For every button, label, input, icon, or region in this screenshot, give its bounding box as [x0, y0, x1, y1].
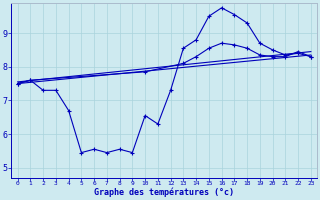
- X-axis label: Graphe des températures (°c): Graphe des températures (°c): [94, 188, 234, 197]
